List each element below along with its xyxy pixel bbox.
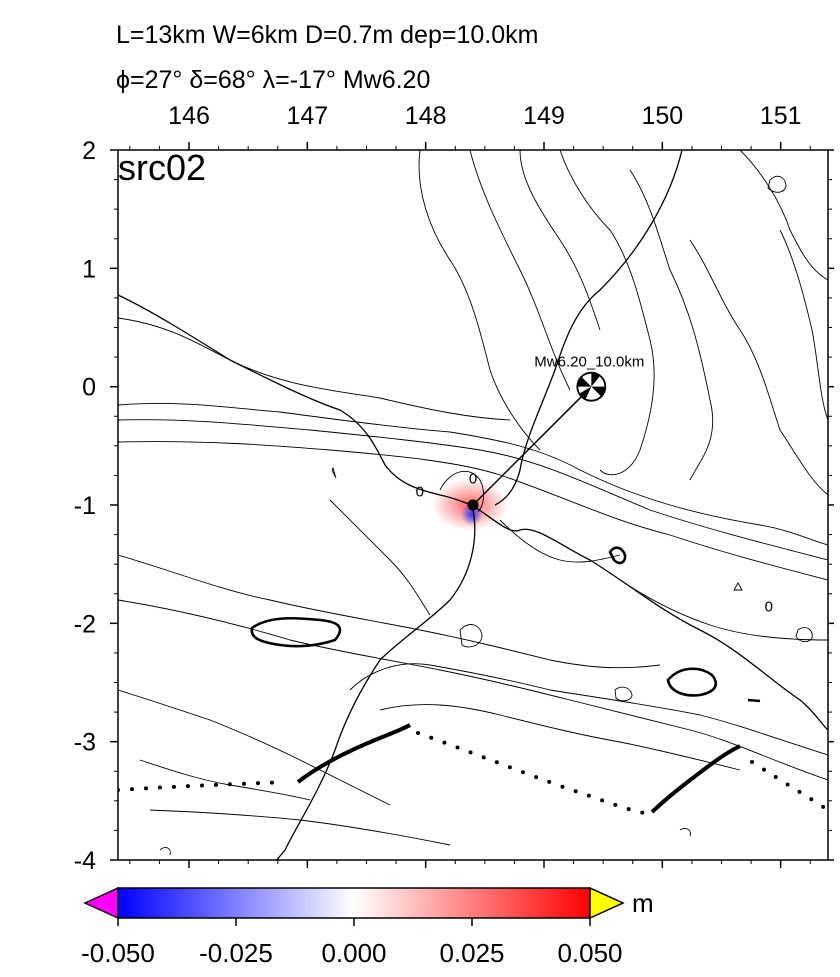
colorbar-unit: m — [632, 888, 654, 918]
colorbar-ramp — [117, 887, 591, 919]
panel-label: src02 — [118, 147, 206, 188]
colorbar-low-triangle — [83, 886, 119, 920]
fault-marker — [467, 499, 479, 511]
contour-label: 0 — [416, 484, 424, 501]
fault-epicenter-line — [472, 386, 592, 506]
colorbar-high-triangle — [589, 886, 625, 920]
colorbar-ticks: -0.050 -0.025 0.000 0.025 0.050 — [81, 918, 623, 968]
focal-mechanism-beachball — [576, 371, 607, 402]
contour-labels: 0 0 0 — [416, 471, 773, 616]
contour-label: 0 — [469, 471, 477, 488]
closed-contour-small — [608, 546, 627, 565]
x-axis: 146 147 148 149 150 151 — [129, 102, 811, 868]
y-tick-label: -2 — [74, 610, 96, 638]
title-line-2: ϕ=27° δ=68° λ=-17° Mw6.20 — [116, 66, 430, 94]
x-tick-label: 150 — [641, 102, 683, 130]
colorbar-tick-label: 0.025 — [439, 938, 504, 968]
y-axis: 2 1 0 -1 -2 -3 -4 — [74, 137, 834, 875]
boundary-dotted-west — [118, 780, 287, 792]
x-tick-label: 147 — [286, 102, 328, 130]
closed-contour-east — [666, 667, 717, 697]
y-tick-label: -3 — [74, 729, 96, 757]
contour-dash — [747, 698, 761, 703]
colorbar-tick-label: -0.050 — [81, 938, 155, 968]
x-tick-label: 146 — [168, 102, 210, 130]
trench-west — [296, 723, 412, 784]
y-tick-label: -1 — [74, 492, 96, 520]
zero-contour — [118, 150, 828, 860]
colorbar-tick-label: -0.025 — [199, 938, 273, 968]
title-line-1: L=13km W=6km D=0.7m dep=10.0km — [116, 21, 538, 49]
contour-label: 0 — [765, 599, 773, 616]
y-tick-label: -4 — [74, 847, 96, 875]
epicenter-label: Mw6.20_10.0km — [534, 354, 644, 371]
y-tick-label: 1 — [82, 255, 96, 283]
y-tick-label: 2 — [82, 137, 96, 165]
closed-contour-west — [250, 616, 342, 648]
x-tick-label: 148 — [405, 102, 447, 130]
x-tick-label: 149 — [523, 102, 565, 130]
map-content: Mw6.20_10.0km 0 0 0 — [118, 150, 828, 860]
colorbar-tick-label: 0.050 — [557, 938, 622, 968]
y-tick-label: 0 — [82, 374, 96, 402]
x-tick-label: 151 — [760, 102, 802, 130]
colorbar: m -0.050 -0.025 0.000 0.025 0.050 — [81, 886, 654, 968]
boundary-dotted-mid — [416, 731, 652, 816]
trench-east — [650, 744, 741, 814]
colorbar-tick-label: 0.000 — [321, 938, 386, 968]
bathymetry-contours — [118, 150, 828, 856]
boundary-dotted-east — [750, 760, 828, 812]
